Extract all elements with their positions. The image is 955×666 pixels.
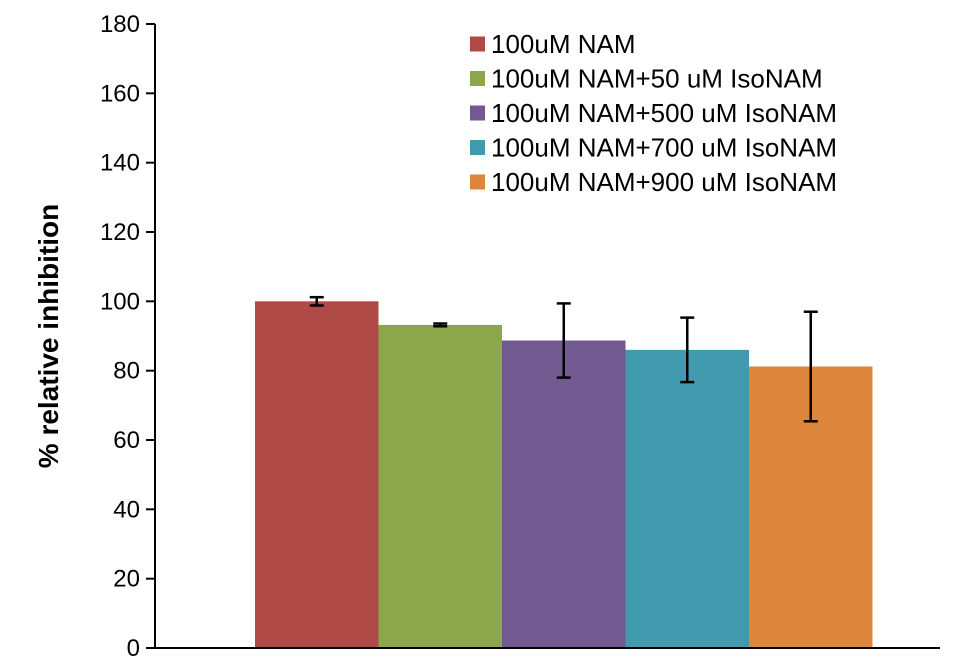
error-bar-0	[309, 295, 324, 307]
legend-label-4: 100uM NAM+900 uM IsoNAM	[491, 167, 837, 197]
y-tick-label-2: 40	[113, 496, 140, 523]
legend-swatch-2	[470, 105, 485, 121]
bar-2	[502, 340, 626, 648]
bars	[255, 301, 873, 648]
legend-label-1: 100uM NAM+50 uM IsoNAM	[491, 64, 823, 94]
bar-0	[255, 301, 379, 648]
legend: 100uM NAM 100uM NAM+50 uM IsoNAM 100uM NAM…	[470, 29, 837, 197]
error-bar-4	[803, 310, 818, 423]
error-bar-1	[433, 322, 448, 328]
y-axis-label: % relative inhibition	[33, 204, 64, 468]
y-axis-ticks: 0 20 40 60 80 100 120 140 160 180	[100, 11, 155, 662]
legend-label-0: 100uM NAM	[491, 29, 636, 59]
y-tick-label-6: 120	[100, 219, 140, 246]
y-tick-label-5: 100	[100, 288, 140, 315]
legend-label-3: 100uM NAM+700 uM IsoNAM	[491, 133, 837, 163]
y-tick-label-1: 20	[113, 566, 140, 593]
legend-swatch-3	[470, 140, 485, 155]
y-tick-label-7: 140	[100, 150, 140, 177]
legend-label-2: 100uM NAM+500 uM IsoNAM	[491, 98, 837, 128]
y-tick-label-0: 0	[127, 635, 140, 662]
error-bar-3	[680, 316, 695, 384]
y-tick-label-9: 180	[100, 11, 140, 38]
error-bars	[309, 295, 818, 423]
error-bar-2	[556, 302, 571, 379]
bar-1	[378, 324, 502, 648]
y-tick-label-4: 80	[113, 358, 140, 385]
legend-swatch-0	[470, 36, 485, 52]
legend-swatch-1	[470, 71, 485, 86]
y-tick-label-8: 160	[100, 80, 140, 107]
bar-3	[625, 349, 749, 648]
legend-swatch-4	[470, 174, 485, 190]
y-tick-label-3: 60	[113, 427, 140, 454]
